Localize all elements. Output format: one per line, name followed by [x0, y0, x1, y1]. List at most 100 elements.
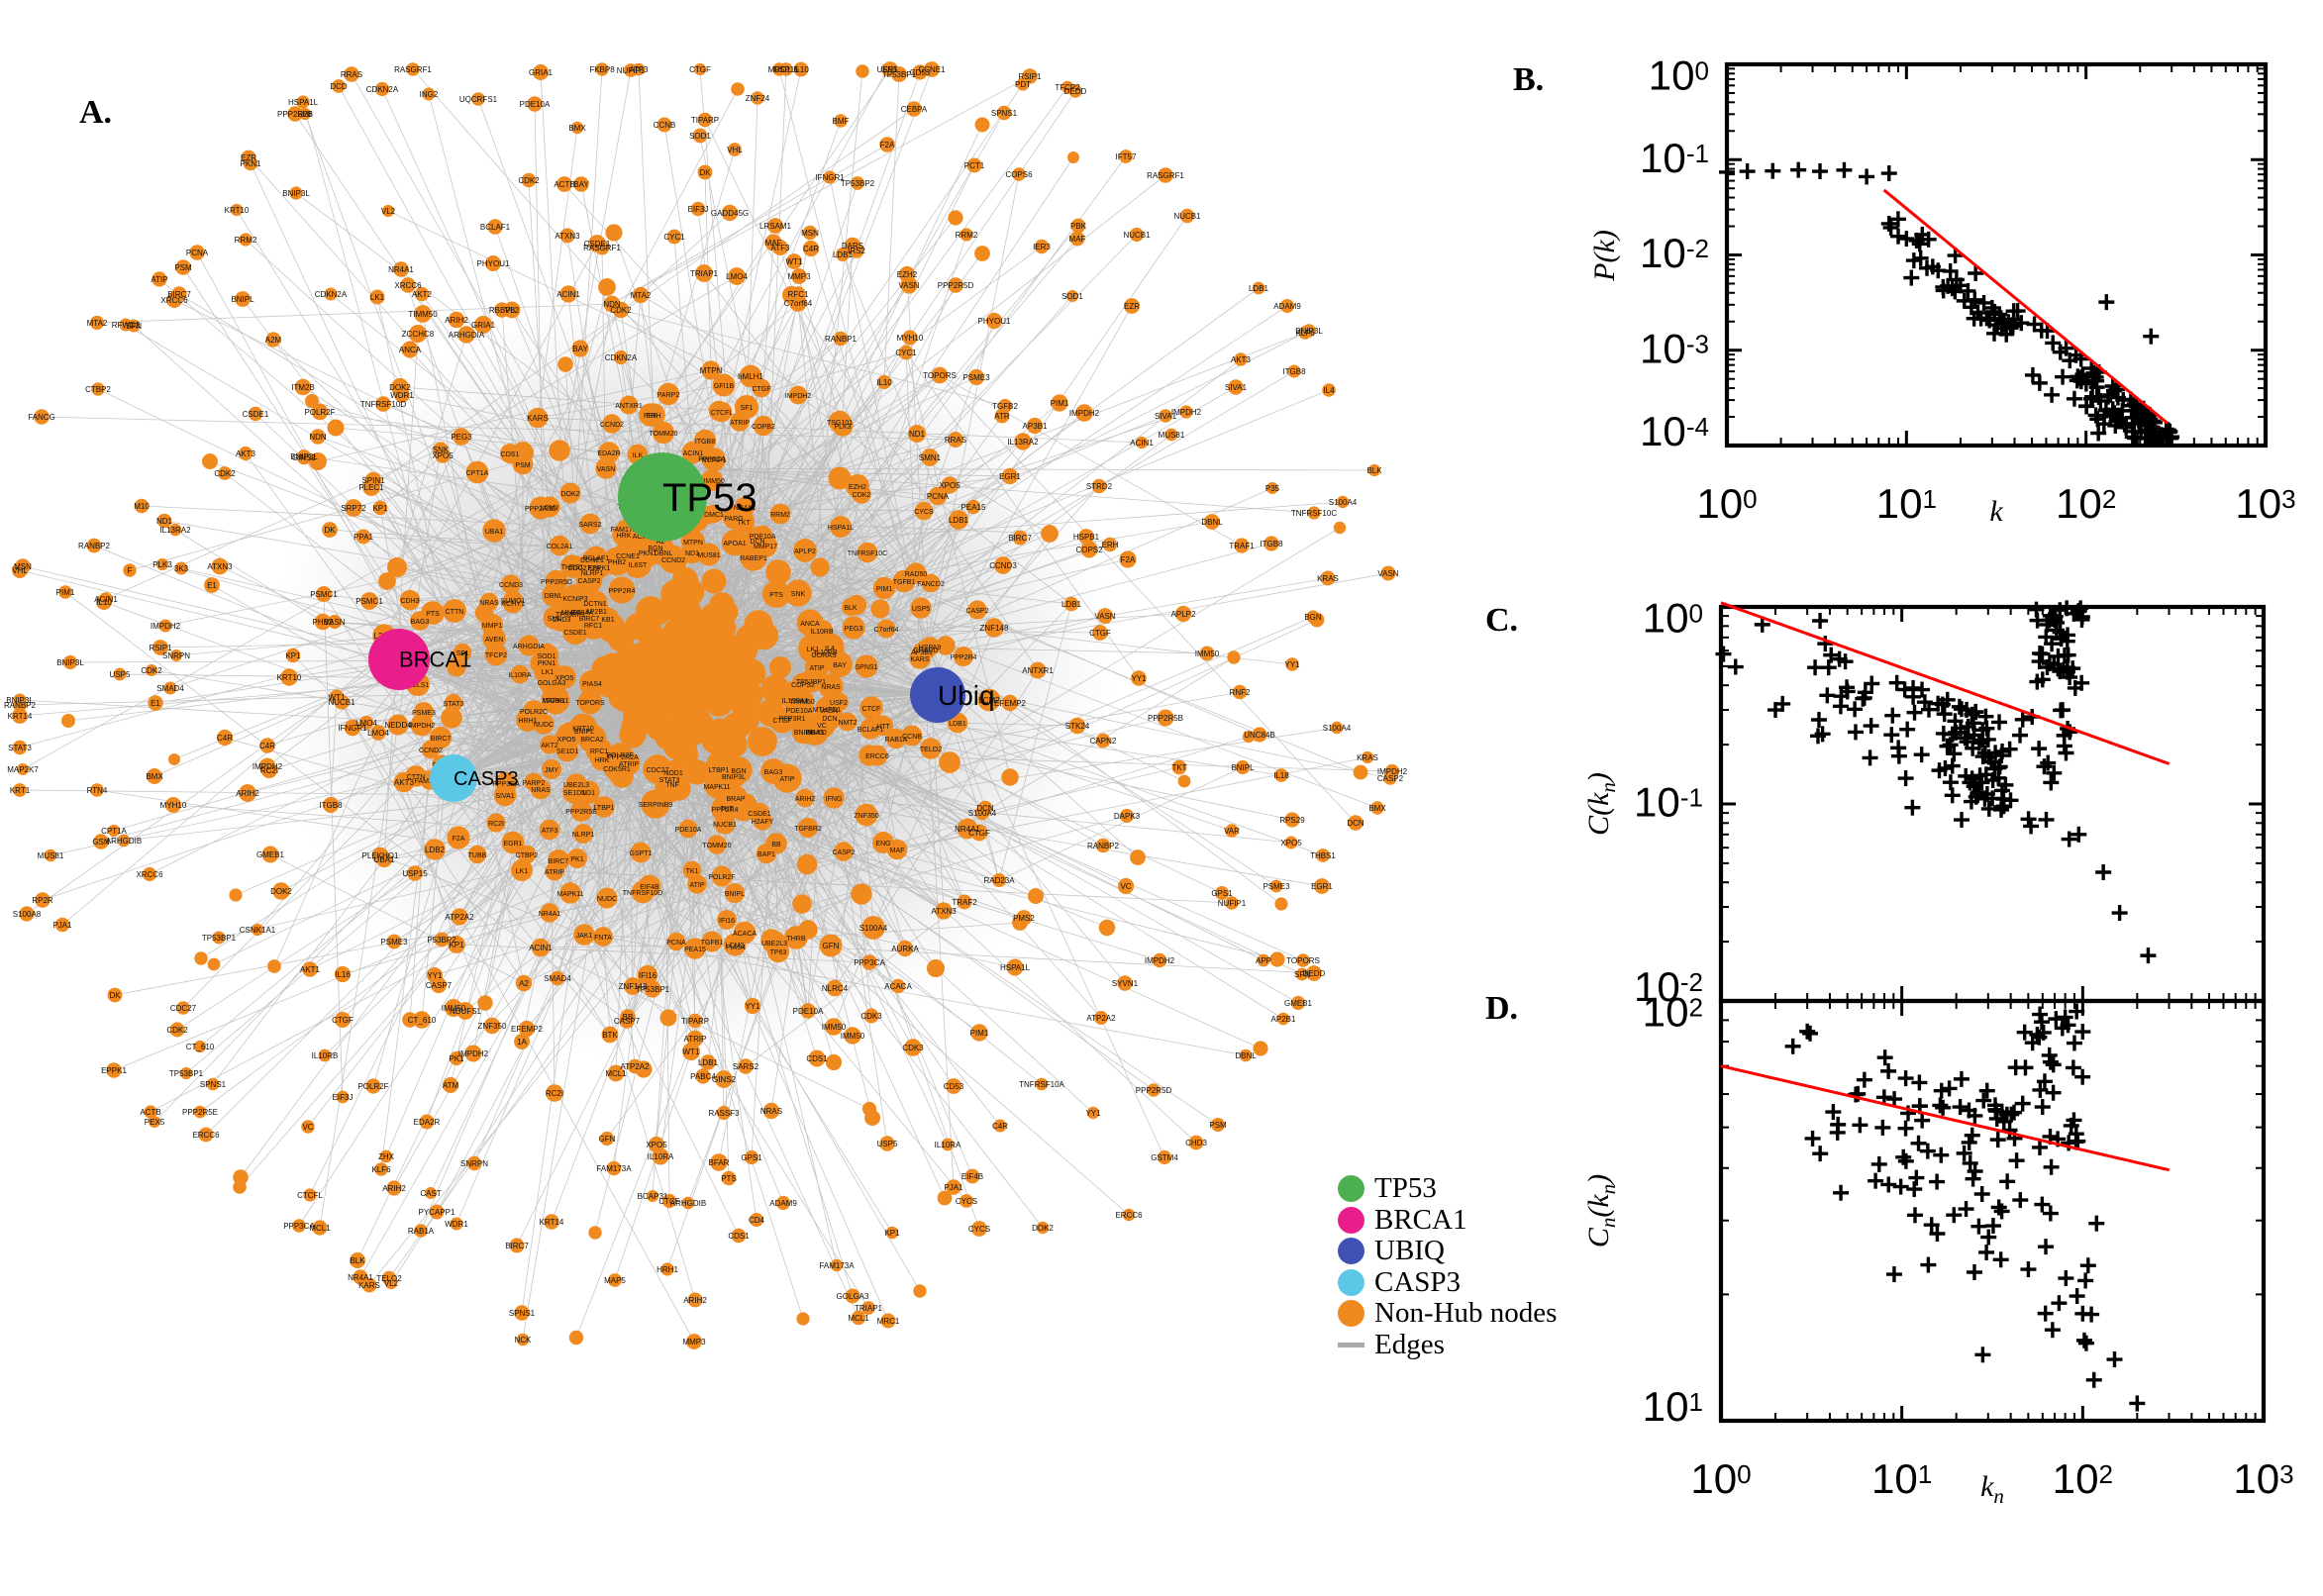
svg-text:TIMM50: TIMM50 — [408, 310, 438, 319]
svg-text:EFEMP2: EFEMP2 — [511, 1025, 544, 1034]
svg-text:NMT2: NMT2 — [838, 720, 857, 727]
svg-text:ND1: ND1 — [909, 430, 926, 439]
svg-text:KP1: KP1 — [372, 504, 388, 513]
svg-text:NUCB1: NUCB1 — [1123, 231, 1151, 240]
svg-text:PIM1: PIM1 — [56, 588, 75, 597]
svg-text:PIM1: PIM1 — [876, 586, 892, 593]
svg-text:JMY: JMY — [545, 767, 558, 774]
svg-text:CDKN2A: CDKN2A — [315, 290, 348, 299]
svg-text:ARIH2: ARIH2 — [795, 796, 816, 803]
svg-text:TFCP2: TFCP2 — [1055, 83, 1080, 92]
svg-text:LDB1: LDB1 — [1249, 284, 1269, 293]
svg-text:SOD1: SOD1 — [1061, 292, 1083, 301]
svg-text:IL13RA2: IL13RA2 — [159, 526, 191, 535]
svg-text:PPP2R5D: PPP2R5D — [541, 579, 572, 586]
svg-text:CCNB: CCNB — [654, 121, 676, 130]
svg-text:NDN: NDN — [309, 433, 327, 442]
svg-text:GPS1: GPS1 — [741, 1153, 762, 1162]
svg-text:PSM: PSM — [174, 263, 192, 272]
svg-text:SE1D1: SE1D1 — [556, 748, 578, 755]
svg-text:F2A: F2A — [880, 141, 895, 150]
svg-text:S100A4: S100A4 — [1329, 498, 1358, 507]
svg-text:SARS2: SARS2 — [579, 522, 602, 529]
svg-text:PCT1: PCT1 — [964, 161, 985, 170]
svg-text:TNFRSF10D: TNFRSF10D — [360, 400, 406, 409]
svg-text:DOK2: DOK2 — [270, 887, 292, 896]
svg-text:CDS1: CDS1 — [728, 1232, 750, 1241]
svg-text:USF2: USF2 — [830, 700, 848, 707]
svg-text:RFC1: RFC1 — [788, 290, 809, 299]
svg-text:KCNIP3: KCNIP3 — [562, 596, 587, 603]
svg-text:SMAD4: SMAD4 — [544, 974, 571, 983]
svg-text:ATM: ATM — [443, 1081, 459, 1090]
svg-text:PPP3CA: PPP3CA — [283, 1222, 315, 1231]
svg-text:ERH: ERH — [647, 413, 661, 420]
svg-text:DAPK3: DAPK3 — [1114, 812, 1141, 821]
svg-text:BRCA2: BRCA2 — [580, 737, 603, 744]
svg-text:XPO5: XPO5 — [556, 675, 574, 682]
svg-text:PSMC1: PSMC1 — [310, 590, 338, 599]
svg-text:PPP2R5E: PPP2R5E — [565, 809, 597, 816]
svg-text:IL10RB: IL10RB — [810, 629, 834, 636]
svg-text:PSME3: PSME3 — [380, 938, 408, 947]
svg-text:AKT1: AKT1 — [300, 965, 321, 974]
svg-text:POLR2C: POLR2C — [520, 709, 548, 716]
svg-text:ZNF148: ZNF148 — [980, 624, 1009, 633]
svg-text:CTTN: CTTN — [407, 774, 426, 781]
svg-text:CYCS: CYCS — [968, 1225, 990, 1234]
svg-text:APOA1: APOA1 — [723, 541, 746, 548]
svg-text:GFI1B: GFI1B — [714, 383, 735, 390]
svg-text:ITGB8: ITGB8 — [1282, 367, 1306, 376]
svg-text:APLP2: APLP2 — [1171, 610, 1196, 619]
svg-text:BAG3: BAG3 — [411, 619, 430, 626]
svg-text:C7orf64: C7orf64 — [784, 299, 813, 308]
svg-text:ATP2A2: ATP2A2 — [445, 913, 474, 922]
svg-text:STAT3: STAT3 — [444, 701, 464, 708]
svg-text:BNIP3L: BNIP3L — [282, 189, 310, 198]
svg-text:IFI16: IFI16 — [639, 971, 657, 980]
svg-text:TP53BP1: TP53BP1 — [169, 1069, 204, 1078]
svg-text:LCM2: LCM2 — [726, 943, 745, 949]
svg-text:IMM50: IMM50 — [442, 1004, 466, 1013]
svg-text:BNIP3L: BNIP3L — [722, 774, 746, 781]
svg-text:CT_610: CT_610 — [186, 1043, 215, 1051]
svg-text:PPA1: PPA1 — [354, 533, 373, 542]
svg-text:MTA2: MTA2 — [87, 319, 108, 328]
svg-text:LK1: LK1 — [370, 293, 385, 302]
svg-text:STK24: STK24 — [1065, 722, 1090, 731]
svg-text:YY1: YY1 — [1085, 1109, 1101, 1118]
svg-text:NUCB1: NUCB1 — [713, 822, 737, 829]
svg-text:MAPK11: MAPK11 — [556, 891, 583, 898]
svg-text:BLK: BLK — [1366, 466, 1382, 475]
svg-text:GRIA1: GRIA1 — [529, 68, 554, 77]
svg-text:M10: M10 — [134, 502, 150, 511]
svg-text:WDR1: WDR1 — [445, 1220, 468, 1229]
svg-text:EGR1: EGR1 — [1311, 882, 1333, 891]
svg-text:PEG3: PEG3 — [451, 433, 472, 442]
svg-text:ITM2B: ITM2B — [291, 383, 315, 392]
svg-text:ARHGDIB: ARHGDIB — [670, 1199, 706, 1208]
svg-text:NRAS: NRAS — [531, 787, 551, 794]
svg-text:BCLAF1: BCLAF1 — [480, 223, 511, 232]
svg-text:RRM2: RRM2 — [235, 236, 257, 245]
svg-text:TIMM50: TIMM50 — [789, 699, 815, 706]
svg-text:MUS81: MUS81 — [697, 552, 720, 559]
svg-text:PSMC1: PSMC1 — [355, 597, 383, 606]
svg-text:DK: DK — [109, 991, 121, 1000]
svg-text:PSME3: PSME3 — [412, 710, 436, 717]
svg-text:PKN1: PKN1 — [538, 660, 556, 667]
svg-text:ND1: ND1 — [156, 517, 173, 526]
svg-text:KARS: KARS — [527, 414, 549, 423]
svg-text:MTHFD1: MTHFD1 — [813, 707, 841, 714]
svg-text:CTTN: CTTN — [446, 609, 464, 616]
svg-text:STAT3: STAT3 — [8, 744, 32, 752]
svg-text:CTCFL: CTCFL — [297, 1191, 323, 1200]
svg-text:CDK3: CDK3 — [860, 1012, 882, 1021]
svg-text:CTCF: CTCF — [862, 706, 881, 713]
svg-text:DCN: DCN — [1347, 819, 1364, 828]
svg-text:A2M: A2M — [265, 336, 282, 345]
svg-text:SIVA1: SIVA1 — [1225, 383, 1248, 392]
svg-text:LDB2: LDB2 — [425, 846, 446, 854]
svg-text:RRM2: RRM2 — [770, 512, 790, 519]
svg-text:ZCCHC8: ZCCHC8 — [402, 330, 435, 339]
